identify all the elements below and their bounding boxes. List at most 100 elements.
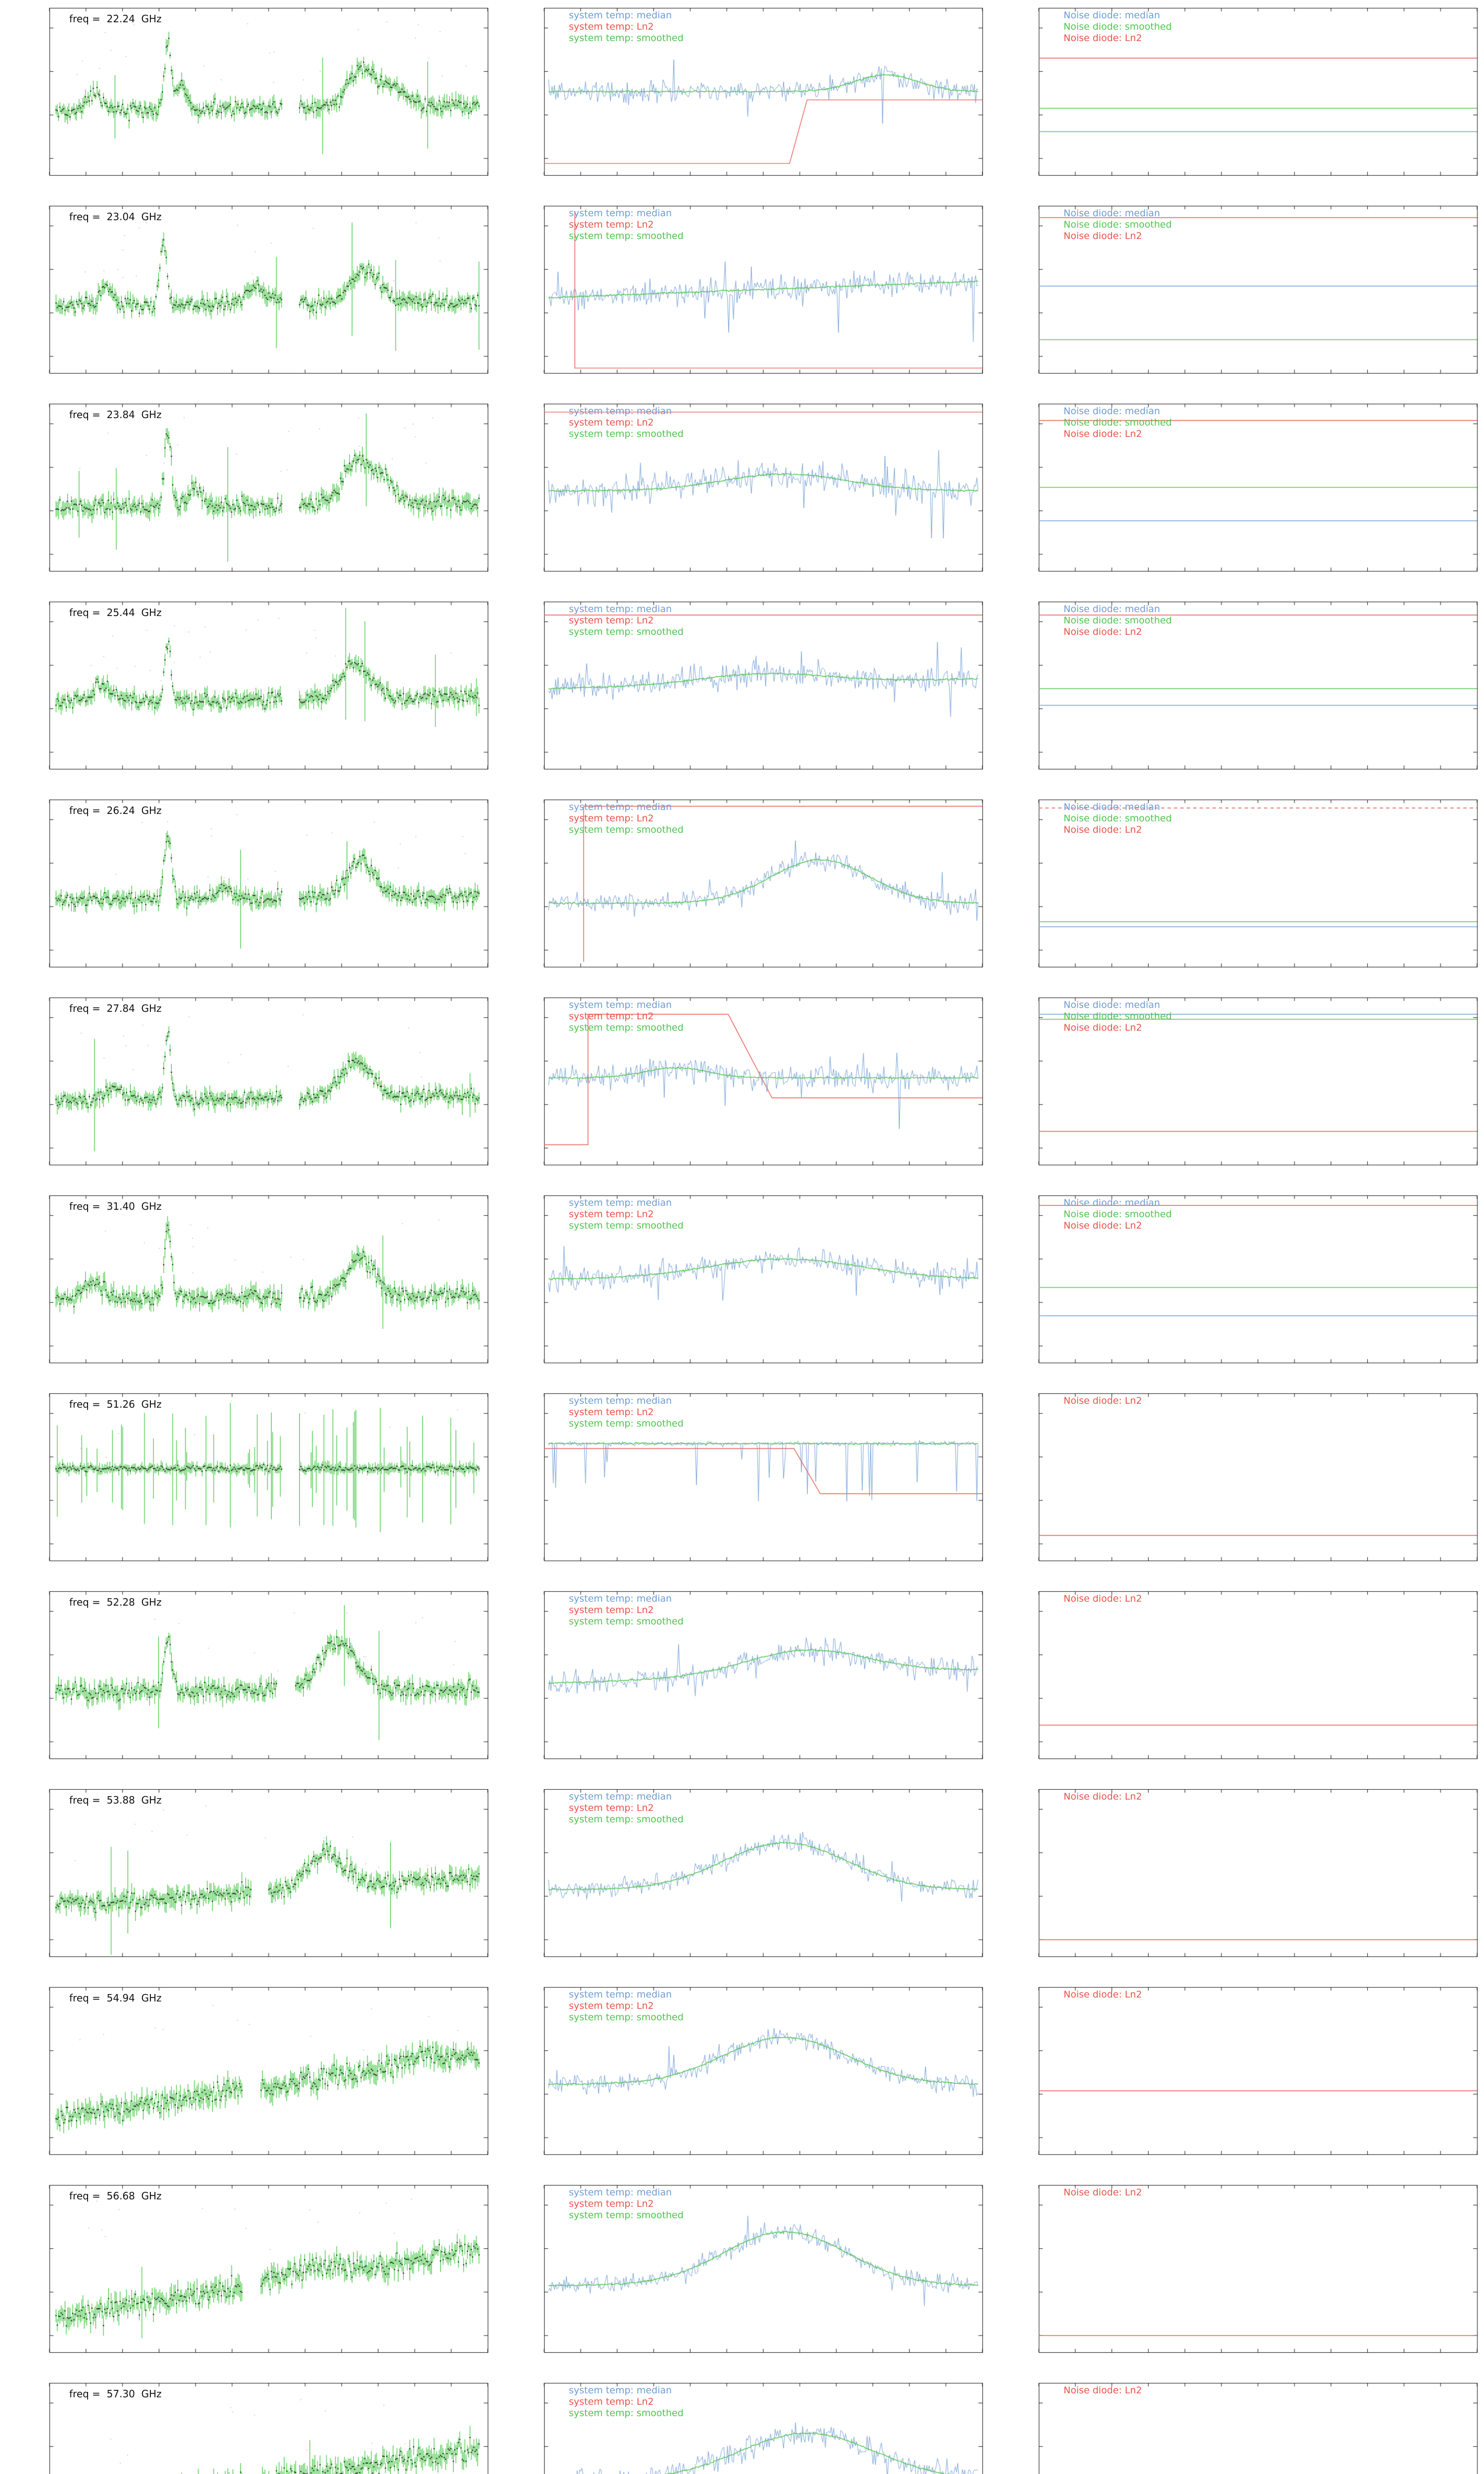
system-temp-plot-canvas <box>495 2177 989 2375</box>
noise-diode-plot-canvas <box>989 1385 1484 1583</box>
system-temp-plot-canvas <box>495 594 989 792</box>
system-temp-legend: system temp: median system temp: Ln2 syste… <box>569 1197 684 1232</box>
legend-item: system temp: smoothed <box>569 231 684 241</box>
plot-row: freq = 56.68 GHz system temp: median syst… <box>0 2177 1484 2375</box>
legend-item: system temp: smoothed <box>569 1220 684 1231</box>
spectrum-temp-plot: freq = 53.88 GHz <box>0 1781 495 1979</box>
spectrum-temp-plot: freq = 26.24 GHz <box>0 792 495 990</box>
spectrum-temp-plot: freq = 23.04 GHz <box>0 198 495 396</box>
legend-item: system temp: smoothed <box>569 824 684 835</box>
system-temp-plot: system temp: median system temp: Ln2 syste… <box>495 1385 989 1583</box>
legend-item: Noise diode: Ln2 <box>1064 33 1142 44</box>
system-temp-plot-canvas <box>495 1385 989 1583</box>
system-temp-legend: system temp: median system temp: Ln2 syste… <box>569 208 684 242</box>
plot-row: freq = 53.88 GHz system temp: median syst… <box>0 1781 1484 1979</box>
system-temp-plot-canvas <box>495 1979 989 2177</box>
legend-item: system temp: median <box>569 1395 672 1406</box>
freq-label: freq = 27.84 GHz <box>69 1002 162 1014</box>
spectrum-temp-plot: freq = 56.68 GHz <box>0 2177 495 2375</box>
noise-diode-plot: Noise diode: median Noise diode: smoothed… <box>989 198 1484 396</box>
legend-item: system temp: median <box>569 2385 672 2396</box>
freq-label: freq = 57.30 GHz <box>69 2388 162 2400</box>
legend-item: system temp: smoothed <box>569 1022 684 1033</box>
legend-item: system temp: smoothed <box>569 428 684 439</box>
system-temp-legend: system temp: median system temp: Ln2 syste… <box>569 604 684 638</box>
system-temp-legend: system temp: median system temp: Ln2 syste… <box>569 1791 684 1825</box>
spectrum-temp-plot-canvas <box>0 396 495 594</box>
legend-item: system temp: median <box>569 604 672 615</box>
legend-item: system temp: median <box>569 406 672 417</box>
system-temp-legend: system temp: median system temp: Ln2 syste… <box>569 1395 684 1429</box>
plot-row: freq = 22.24 GHz system temp: median syst… <box>0 0 1484 198</box>
noise-diode-plot-canvas <box>989 792 1484 990</box>
legend-item: system temp: median <box>569 1791 672 1802</box>
noise-diode-legend: Noise diode: median Noise diode: smoothed… <box>1064 604 1172 638</box>
legend-item: system temp: Ln2 <box>569 1209 654 1220</box>
noise-diode-legend: Noise diode: Ln2 <box>1064 1791 1142 1803</box>
spectrum-temp-plot-canvas <box>0 1979 495 2177</box>
spectrum-temp-plot: freq = 23.84 GHz <box>0 396 495 594</box>
spectrum-temp-plot-canvas <box>0 0 495 198</box>
legend-item: system temp: smoothed <box>569 1418 684 1429</box>
legend-item: Noise diode: Ln2 <box>1064 1989 1142 2000</box>
legend-item: Noise diode: Ln2 <box>1064 1022 1142 1033</box>
legend-item: Noise diode: smoothed <box>1064 21 1172 32</box>
noise-diode-plot: Noise diode: median Noise diode: smoothed… <box>989 990 1484 1188</box>
legend-item: system temp: Ln2 <box>569 813 654 824</box>
legend-item: Noise diode: smoothed <box>1064 417 1172 428</box>
system-temp-legend: system temp: median system temp: Ln2 syste… <box>569 406 684 440</box>
plot-row: freq = 52.28 GHz system temp: median syst… <box>0 1583 1484 1781</box>
system-temp-plot-canvas <box>495 396 989 594</box>
noise-diode-legend: Noise diode: median Noise diode: smoothed… <box>1064 1197 1172 1232</box>
legend-item: system temp: smoothed <box>569 2210 684 2221</box>
noise-diode-plot-canvas <box>989 990 1484 1188</box>
legend-item: Noise diode: median <box>1064 1197 1160 1208</box>
legend-item: Noise diode: smoothed <box>1064 615 1172 626</box>
legend-item: Noise diode: smoothed <box>1064 1209 1172 1220</box>
legend-item: Noise diode: Ln2 <box>1064 2385 1142 2396</box>
plot-row: freq = 57.30 GHz system temp: median syst… <box>0 2375 1484 2474</box>
system-temp-plot: system temp: median system temp: Ln2 syste… <box>495 990 989 1188</box>
noise-diode-plot-canvas <box>989 2177 1484 2375</box>
legend-item: Noise diode: Ln2 <box>1064 1395 1142 1406</box>
noise-diode-plot: Noise diode: Ln2 <box>989 1583 1484 1781</box>
spectrum-temp-plot: freq = 57.30 GHz <box>0 2375 495 2474</box>
system-temp-plot-canvas <box>495 0 989 198</box>
legend-item: system temp: Ln2 <box>569 1407 654 1418</box>
legend-item: Noise diode: Ln2 <box>1064 626 1142 637</box>
system-temp-plot-canvas <box>495 792 989 990</box>
legend-item: Noise diode: Ln2 <box>1064 1791 1142 1802</box>
legend-item: Noise diode: smoothed <box>1064 219 1172 230</box>
noise-diode-plot: Noise diode: median Noise diode: smoothed… <box>989 594 1484 792</box>
legend-item: system temp: Ln2 <box>569 615 654 626</box>
noise-diode-plot-canvas <box>989 1188 1484 1385</box>
spectrum-temp-plot: freq = 31.40 GHz <box>0 1188 495 1385</box>
legend-item: Noise diode: median <box>1064 802 1160 812</box>
legend-item: system temp: smoothed <box>569 1616 684 1627</box>
legend-item: Noise diode: Ln2 <box>1064 231 1142 241</box>
freq-label: freq = 26.24 GHz <box>69 805 162 816</box>
legend-item: Noise diode: Ln2 <box>1064 1220 1142 1231</box>
spectrum-temp-plot-canvas <box>0 2177 495 2375</box>
legend-item: system temp: smoothed <box>569 33 684 44</box>
freq-label: freq = 52.28 GHz <box>69 1596 162 1608</box>
legend-item: system temp: Ln2 <box>569 1011 654 1022</box>
noise-diode-legend: Noise diode: median Noise diode: smoothed… <box>1064 406 1172 440</box>
noise-diode-legend: Noise diode: Ln2 <box>1064 1395 1142 1407</box>
spectrum-temp-plot-canvas <box>0 594 495 792</box>
noise-diode-plot-canvas <box>989 1979 1484 2177</box>
legend-item: system temp: median <box>569 10 672 21</box>
legend-item: system temp: smoothed <box>569 1814 684 1825</box>
spectrum-temp-plot: freq = 54.94 GHz <box>0 1979 495 2177</box>
noise-diode-plot: Noise diode: Ln2 <box>989 1781 1484 1979</box>
system-temp-plot: system temp: median system temp: Ln2 syste… <box>495 2375 989 2474</box>
system-temp-plot-canvas <box>495 990 989 1188</box>
noise-diode-legend: Noise diode: median Noise diode: smoothed… <box>1064 802 1172 836</box>
plot-row: freq = 26.24 GHz system temp: median syst… <box>0 792 1484 990</box>
system-temp-legend: system temp: median system temp: Ln2 syste… <box>569 2385 684 2419</box>
system-temp-plot: system temp: median system temp: Ln2 syste… <box>495 396 989 594</box>
noise-diode-plot-canvas <box>989 396 1484 594</box>
system-temp-plot: system temp: median system temp: Ln2 syste… <box>495 792 989 990</box>
legend-item: Noise diode: median <box>1064 604 1160 615</box>
freq-label: freq = 56.68 GHz <box>69 2190 162 2202</box>
